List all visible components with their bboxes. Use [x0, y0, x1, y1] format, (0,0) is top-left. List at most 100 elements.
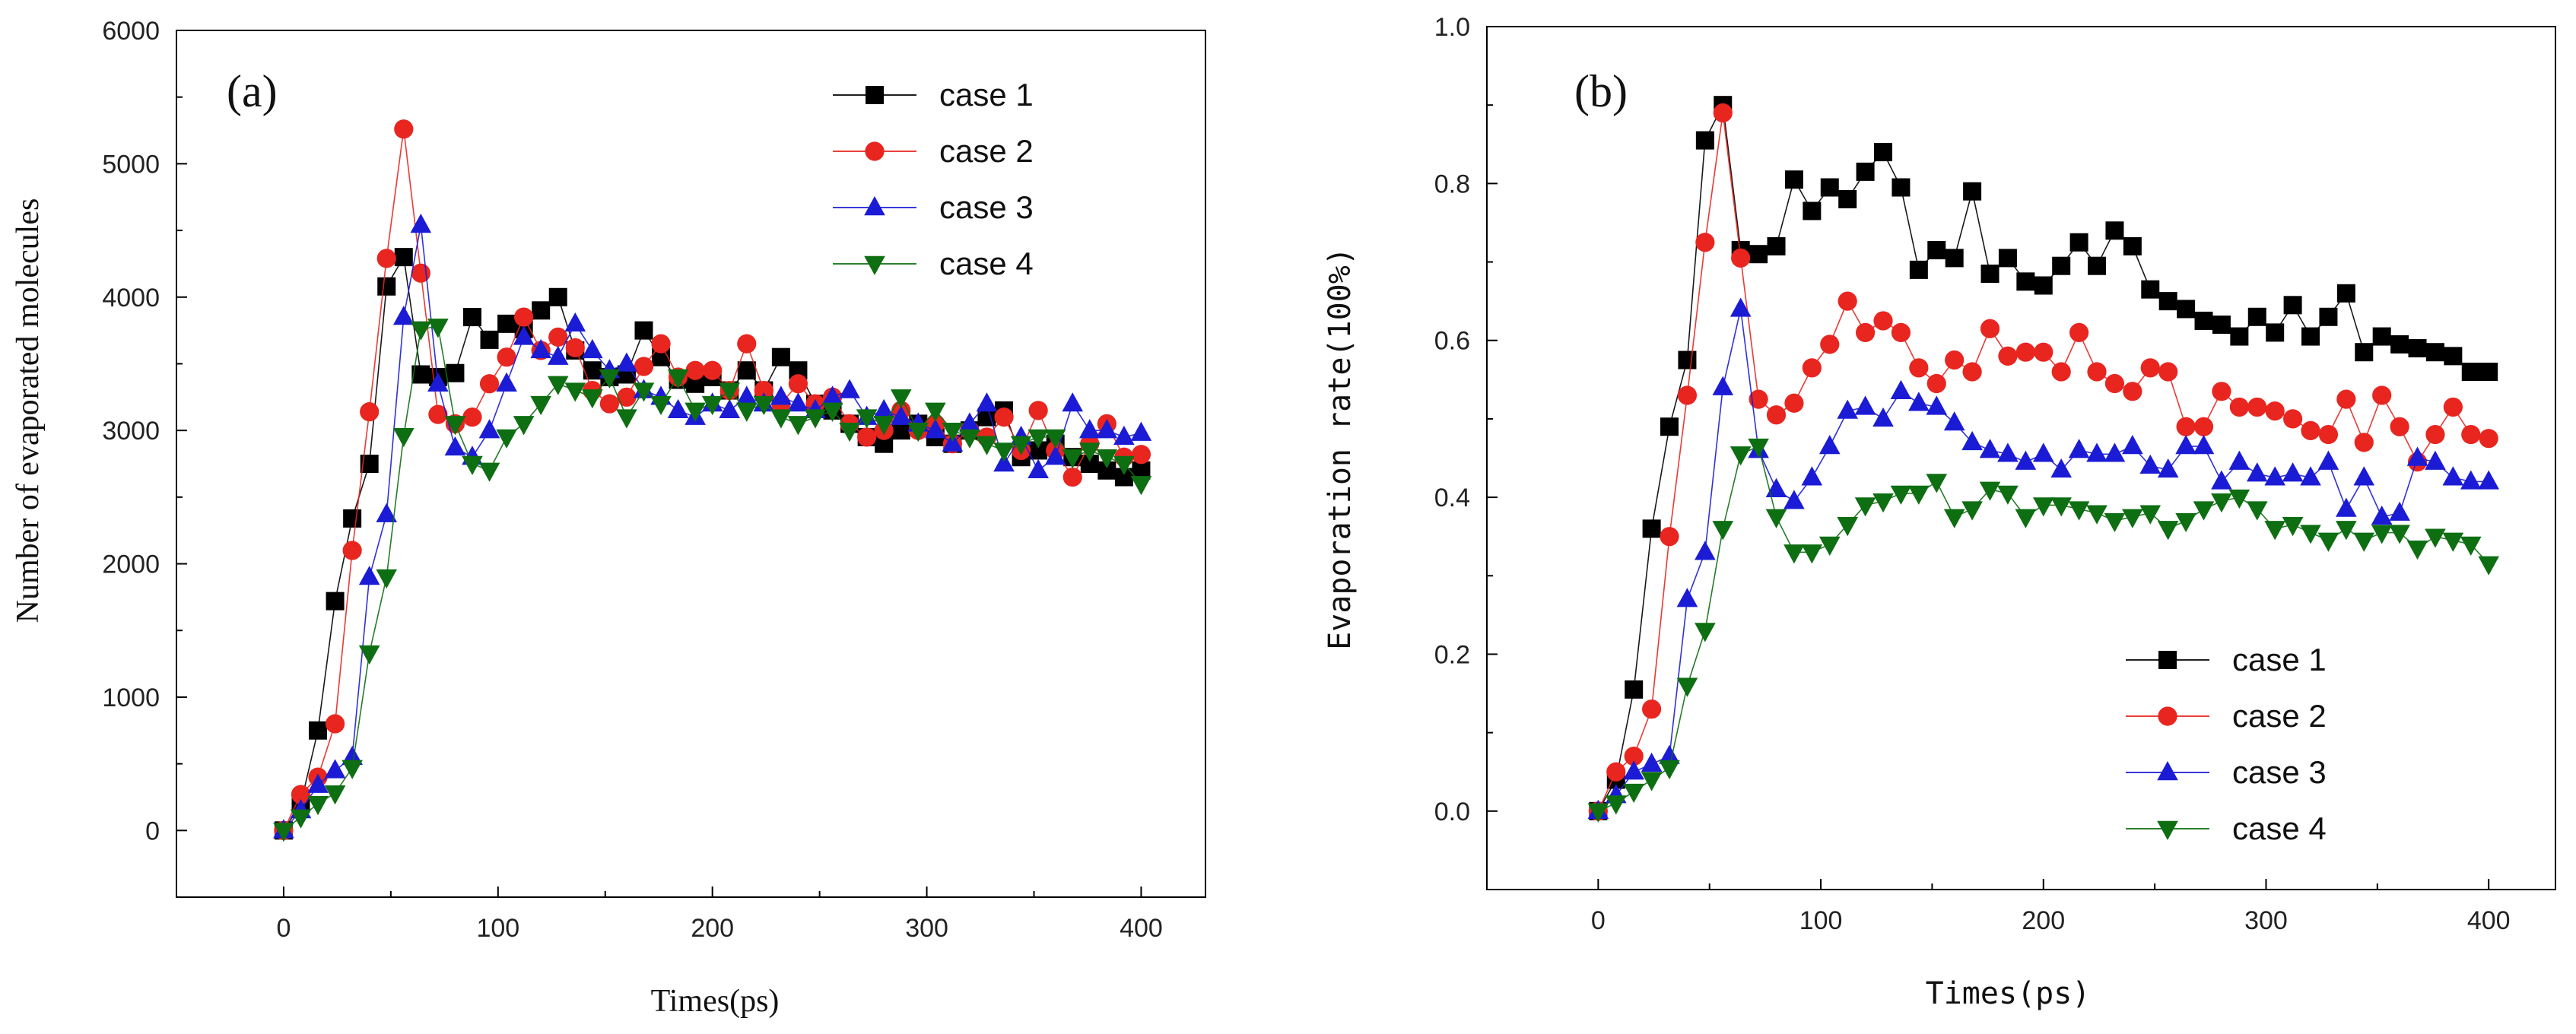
data-point-a-case-2 — [360, 402, 380, 422]
data-point-b-case-3 — [2389, 501, 2410, 521]
x-tick-label-b: 0 — [1591, 906, 1606, 935]
data-point-b-case-3 — [2282, 462, 2304, 482]
data-point-a-case-2 — [291, 785, 311, 804]
data-point-b-case-4 — [1765, 509, 1787, 528]
data-point-a-case-3 — [1044, 446, 1066, 465]
data-point-b-case-3 — [2336, 497, 2357, 517]
data-point-b-case-2 — [2069, 322, 2089, 343]
x-tick-label-a: 400 — [1120, 914, 1163, 943]
data-point-b-case-4 — [2336, 521, 2357, 541]
x-axis-title-b: Times(ps) — [1926, 976, 2091, 1011]
data-point-b-case-1 — [1838, 190, 1857, 208]
data-point-b-case-2 — [1909, 358, 1929, 378]
data-point-b-case-3 — [2015, 450, 2037, 470]
data-point-b-case-2 — [1962, 362, 1982, 382]
data-point-b-case-3 — [1926, 395, 1948, 415]
data-point-b-case-4 — [2371, 525, 2393, 544]
y-tick-label-a: 2000 — [102, 550, 160, 579]
data-point-b-case-4 — [2104, 512, 2126, 533]
data-point-b-case-1 — [2088, 256, 2107, 275]
data-point-b-case-1 — [1945, 249, 1964, 268]
data-point-b-case-4 — [2406, 540, 2428, 560]
data-point-b-case-1 — [2266, 323, 2285, 342]
data-point-b-case-4 — [1801, 544, 1823, 564]
data-point-b-case-1 — [1998, 249, 2017, 268]
data-point-b-case-2 — [1695, 233, 1715, 252]
data-point-b-case-3 — [1818, 435, 1841, 455]
y-tick-label-a: 0 — [145, 817, 160, 845]
data-point-b-case-4 — [2264, 521, 2285, 541]
data-point-b-case-3 — [2068, 439, 2090, 458]
data-point-a-case-4 — [582, 389, 603, 409]
data-point-b-case-2 — [1606, 762, 1626, 782]
plot-frame-a — [176, 30, 1206, 898]
data-point-a-case-2 — [565, 338, 585, 358]
data-point-b-case-4 — [1659, 760, 1680, 780]
data-point-b-case-1 — [2283, 296, 2302, 315]
data-point-a-case-4 — [324, 785, 346, 805]
data-point-b-case-3 — [2157, 458, 2179, 478]
legend-marker-a-case-2 — [865, 141, 885, 161]
data-point-b-case-3 — [1659, 744, 1680, 764]
x-tick-label-b: 200 — [2022, 906, 2065, 935]
data-point-a-case-3 — [770, 385, 792, 405]
data-point-b-case-4 — [1979, 481, 2001, 501]
data-point-a-case-3 — [496, 372, 517, 392]
data-point-b-case-1 — [1642, 519, 1661, 538]
data-point-a-case-4 — [392, 427, 415, 448]
data-point-b-case-1 — [2034, 276, 2053, 295]
data-point-a-case-4 — [1078, 442, 1101, 462]
data-point-a-case-1 — [634, 321, 653, 340]
data-point-b-case-2 — [1838, 291, 1857, 311]
data-point-a-case-2 — [514, 307, 534, 327]
data-point-b-case-2 — [2479, 429, 2498, 449]
legend-label-a-case-3: case 3 — [939, 189, 1034, 225]
data-point-b-case-4 — [2389, 525, 2410, 544]
data-point-b-case-2 — [1980, 319, 2000, 338]
data-point-b-case-1 — [2141, 280, 2160, 299]
data-point-a-case-3 — [942, 432, 964, 452]
data-point-b-case-2 — [2229, 397, 2249, 417]
legend-label-a-case-2: case 2 — [939, 133, 1034, 169]
legend-label-b-case-2: case 2 — [2232, 698, 2327, 734]
data-point-b-case-4 — [1712, 521, 1734, 541]
data-point-b-case-2 — [2301, 420, 2320, 440]
data-point-a-case-2 — [342, 541, 362, 560]
data-point-b-case-2 — [2425, 424, 2445, 445]
legend-b: case 1 case 2 case 3 case 4 — [2126, 642, 2327, 846]
data-point-a-case-3 — [719, 398, 741, 419]
data-point-b-case-2 — [1784, 393, 1804, 413]
data-point-b-case-2 — [1660, 527, 1679, 547]
data-point-b-case-3 — [2211, 470, 2232, 490]
legend-marker-b-case-2 — [2158, 706, 2177, 726]
data-point-a-case-3 — [873, 398, 894, 419]
legend-label-b-case-1: case 1 — [2232, 642, 2327, 677]
data-point-b-case-1 — [2016, 272, 2035, 291]
data-point-b-case-1 — [2372, 327, 2391, 346]
chart-panel-b: 0 100 200 300 400 0.0 0.2 0.4 0.6 0.8 1.0 (b) Time… — [1323, 13, 2556, 1011]
data-point-a-case-1 — [548, 287, 567, 306]
data-point-a-case-1 — [737, 361, 756, 380]
data-point-b-case-4 — [1837, 517, 1858, 537]
data-point-a-case-3 — [307, 773, 329, 793]
data-point-a-case-3 — [1113, 425, 1135, 446]
data-point-b-case-3 — [2300, 466, 2321, 486]
data-point-a-case-2 — [325, 714, 345, 734]
data-point-b-case-1 — [2444, 347, 2463, 366]
data-point-b-case-1 — [1856, 162, 1875, 181]
data-point-b-case-1 — [2425, 343, 2444, 362]
data-point-a-case-2 — [1028, 401, 1048, 420]
data-point-a-case-3 — [667, 398, 689, 419]
data-point-b-case-3 — [2353, 466, 2375, 486]
data-point-a-case-4 — [839, 422, 860, 442]
data-point-a-case-2 — [394, 119, 414, 139]
data-point-a-case-4 — [564, 382, 586, 402]
legend-marker-a-case-1 — [866, 86, 884, 104]
y-axis-title-b: Evaporation rate(100%) — [1323, 247, 1358, 650]
data-point-a-case-3 — [993, 452, 1015, 472]
x-tick-label-a: 100 — [476, 914, 519, 943]
data-point-b-case-1 — [2105, 221, 2124, 240]
data-point-a-case-2 — [617, 387, 637, 407]
series-line-a-case-1 — [283, 255, 1142, 831]
data-point-b-case-3 — [2086, 442, 2107, 462]
